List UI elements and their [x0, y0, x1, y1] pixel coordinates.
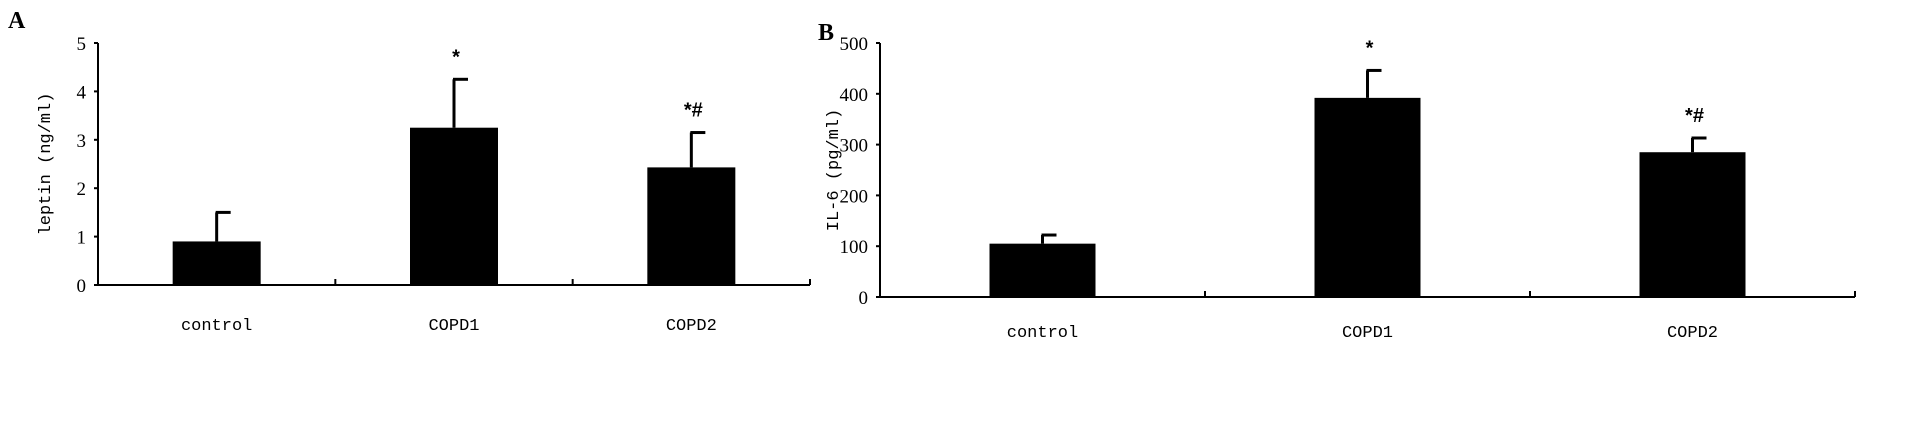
y-tick-label: 0: [77, 276, 87, 297]
y-axis-label: leptin (ng/ml): [37, 93, 56, 236]
bar-copd1: [410, 127, 498, 285]
x-tick-label: control: [1007, 324, 1078, 343]
bar-copd2: [1639, 152, 1746, 297]
bar-copd1: [1314, 97, 1421, 297]
significance-marker: *: [452, 46, 460, 68]
x-tick-label: COPD2: [1667, 324, 1718, 343]
bar-copd2: [647, 167, 736, 285]
y-tick-label: 4: [77, 82, 87, 103]
x-tick-label: control: [181, 317, 252, 336]
panel-label: B: [818, 20, 834, 46]
panel-label: A: [8, 8, 26, 34]
bar-control: [172, 241, 261, 285]
y-tick-label: 200: [840, 186, 869, 207]
significance-marker: *#: [684, 100, 703, 122]
significance-marker: *#: [1685, 105, 1704, 127]
y-tick-label: 300: [840, 136, 869, 157]
x-tick-label: COPD1: [428, 317, 479, 336]
y-tick-label: 400: [840, 85, 869, 106]
y-tick-label: 1: [77, 228, 87, 249]
y-axis-label: IL-6 (pg/ml): [825, 109, 844, 231]
y-tick-label: 2: [77, 179, 87, 200]
panel-a: A 0 1 2 3 4 5 leptin (ng/ml) control COPD1 * COPD2 *…: [8, 8, 811, 336]
y-tick-label: 0: [859, 288, 869, 309]
significance-marker: *: [1366, 37, 1374, 59]
panel-b: B 0 100 200 300 400 500 IL-6 (pg/ml) control COPD…: [818, 20, 1856, 343]
bar-control: [989, 243, 1096, 297]
y-tick-label: 100: [840, 237, 869, 258]
y-tick-label: 5: [77, 34, 87, 55]
x-tick-label: COPD1: [1342, 324, 1393, 343]
y-tick-label: 500: [840, 34, 869, 55]
x-tick-label: COPD2: [666, 317, 717, 336]
y-tick-label: 3: [77, 131, 87, 152]
